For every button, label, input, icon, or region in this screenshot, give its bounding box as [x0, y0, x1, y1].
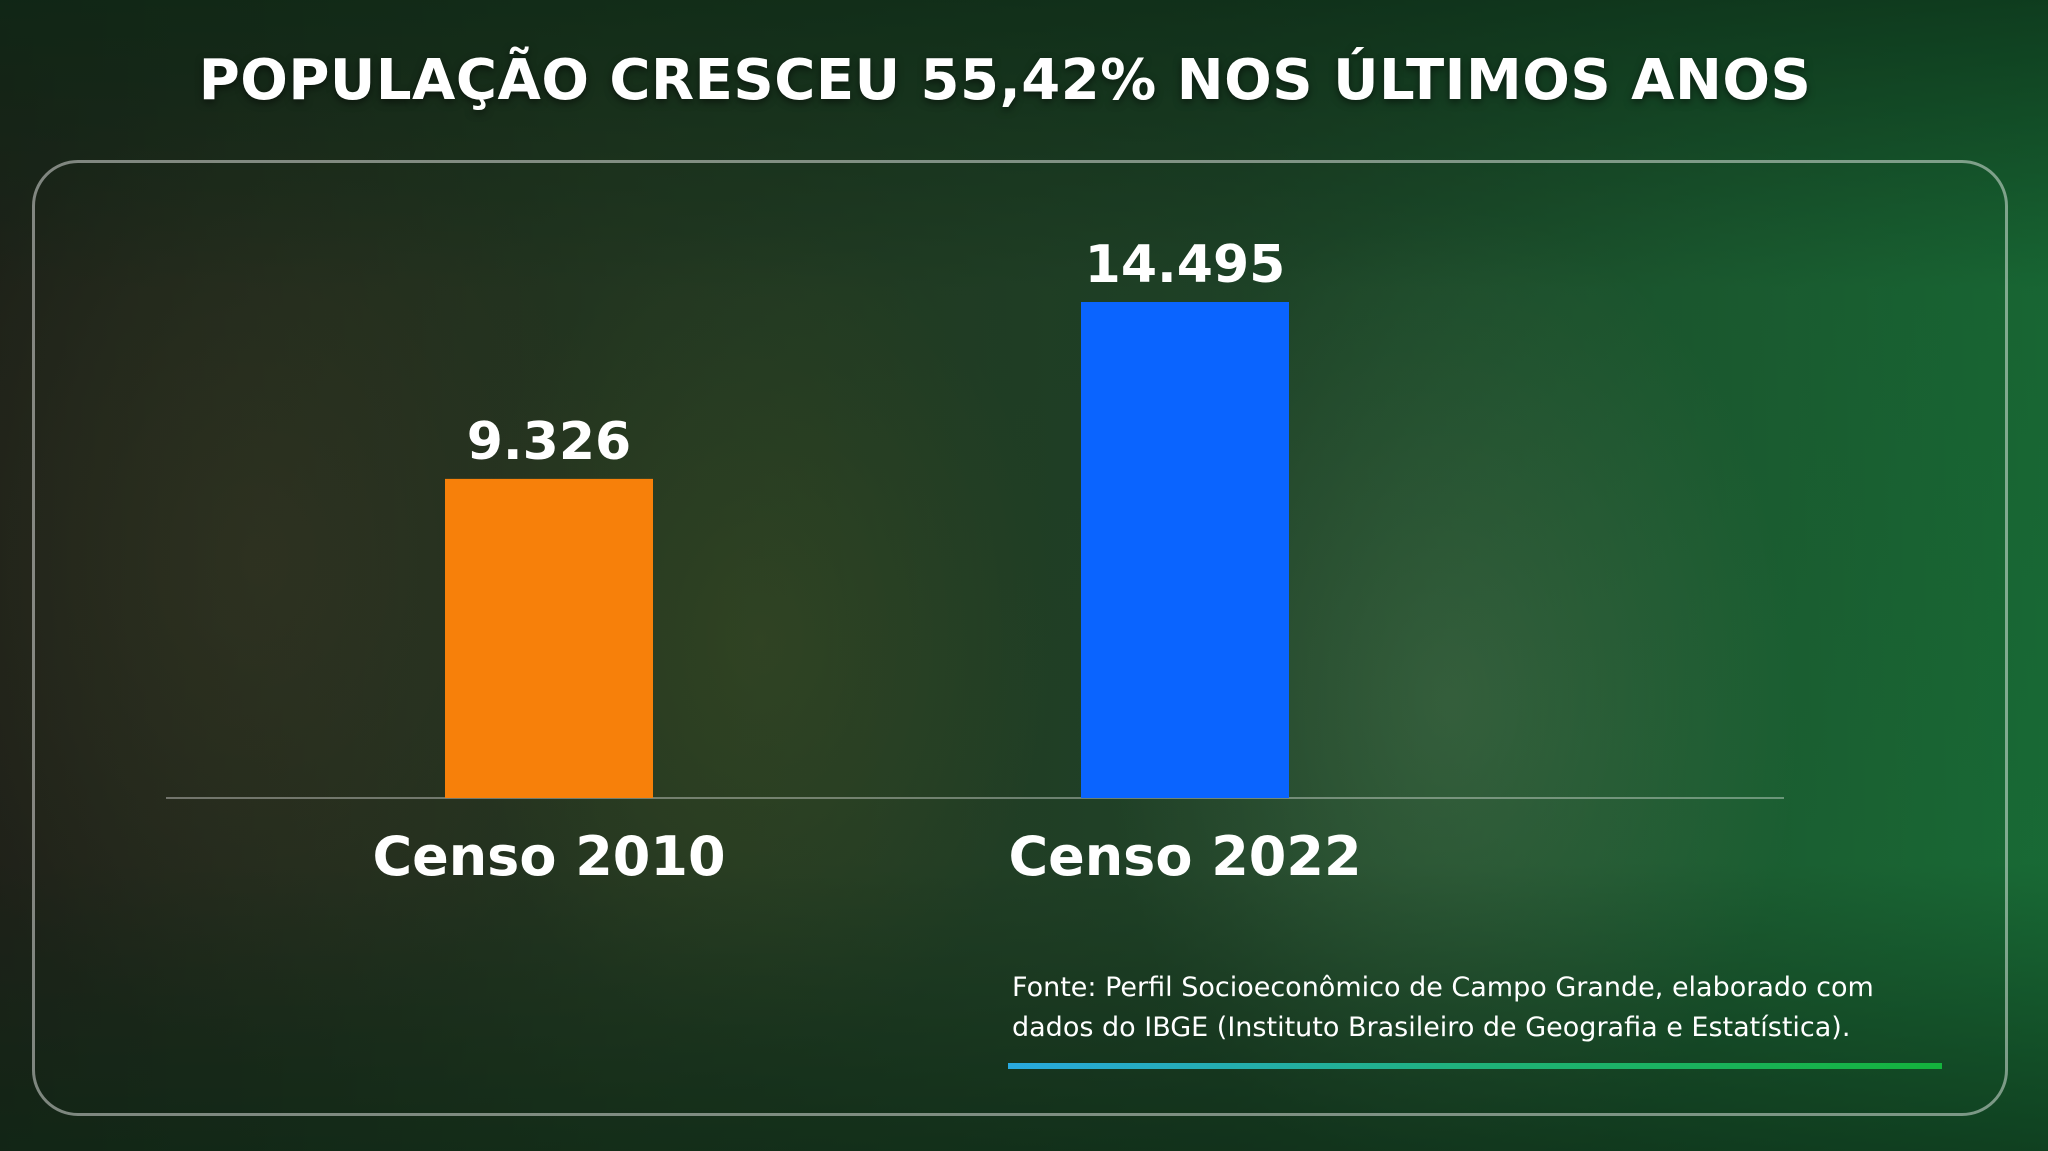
x-tick-label: Censo 2010	[372, 825, 725, 888]
chart-frame	[32, 160, 2008, 1116]
x-tick-label: Censo 2022	[1008, 825, 1361, 888]
data-label: 9.326	[467, 412, 631, 472]
chart-title: POPULAÇÃO CRESCEU 55,42% NOS ÚLTIMOS ANO…	[198, 48, 1812, 113]
source-note: Fonte: Perfil Socioeconômico de Campo Gr…	[1012, 972, 1874, 1043]
source-underline	[1008, 1063, 1942, 1069]
bar-censo-2022	[1081, 302, 1289, 798]
data-label: 14.495	[1085, 235, 1286, 295]
bar-censo-2010	[445, 478, 653, 798]
